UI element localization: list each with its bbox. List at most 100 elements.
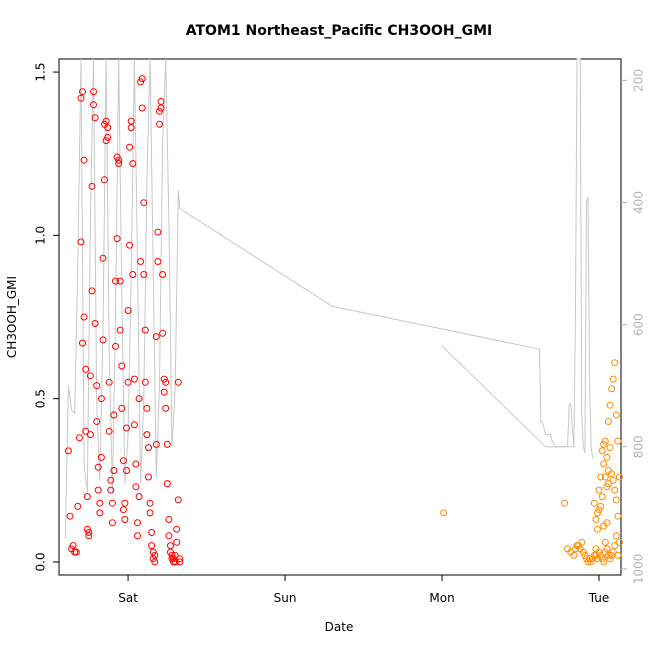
data-point — [603, 453, 611, 461]
data-point — [82, 365, 90, 373]
data-points-layer — [64, 75, 623, 566]
data-point — [141, 378, 149, 386]
data-point — [594, 525, 601, 533]
data-point — [604, 480, 612, 488]
data-point — [94, 486, 102, 494]
data-point — [587, 558, 595, 566]
data-point — [138, 104, 146, 112]
data-point — [146, 499, 154, 507]
data-point — [110, 467, 118, 474]
data-point — [94, 463, 102, 471]
data-point — [118, 404, 126, 412]
data-point — [612, 496, 620, 504]
data-point — [91, 114, 99, 122]
data-point — [159, 329, 167, 337]
data-point — [79, 88, 86, 96]
data-point — [77, 94, 85, 102]
data-point — [162, 378, 170, 386]
data-point — [130, 421, 138, 429]
data-point — [154, 228, 162, 236]
data-point — [82, 427, 90, 435]
data-point — [148, 542, 156, 550]
data-point — [86, 372, 94, 380]
data-point — [97, 453, 105, 461]
data-point — [123, 467, 130, 474]
y-axis-label: CH3OOH_GMI — [5, 276, 19, 358]
data-point — [138, 75, 146, 83]
data-point — [148, 529, 156, 536]
data-point — [603, 483, 611, 491]
y2-tick-label: 600 — [632, 313, 646, 336]
data-point — [594, 555, 601, 563]
data-point — [570, 551, 578, 559]
data-point — [99, 254, 107, 262]
x-tick-label: Mon — [429, 591, 454, 605]
data-point — [143, 404, 151, 412]
x-tick-label: Sun — [274, 591, 297, 605]
data-point — [79, 339, 86, 347]
data-point — [595, 506, 603, 514]
data-point — [615, 473, 623, 481]
data-point — [152, 333, 160, 341]
data-point — [601, 538, 609, 546]
data-point — [129, 160, 137, 167]
data-point — [124, 307, 132, 314]
data-point — [163, 480, 171, 488]
data-point — [174, 378, 182, 386]
data-point — [134, 519, 141, 527]
data-point — [162, 404, 170, 412]
data-point — [99, 336, 107, 344]
data-point — [119, 457, 127, 465]
data-point — [90, 101, 97, 109]
data-point — [594, 509, 601, 517]
data-point — [581, 551, 589, 559]
y-tick-label: 1.0 — [34, 226, 48, 245]
data-point — [173, 538, 181, 546]
data-point — [101, 176, 108, 184]
data-point — [145, 444, 152, 452]
data-point — [167, 548, 174, 556]
data-point — [176, 558, 184, 566]
data-point — [112, 342, 119, 350]
axes-layer: Sat Sun Mon Tue 0.0 0.5 1.0 1.5 200 400 600 800 1000 — [34, 63, 646, 605]
data-point — [603, 519, 611, 527]
data-point — [592, 551, 600, 559]
data-point — [77, 238, 85, 246]
y2-tick-label: 800 — [632, 435, 646, 458]
data-point — [97, 395, 105, 403]
data-point — [93, 382, 101, 390]
data-point — [90, 88, 97, 96]
data-point — [152, 440, 160, 448]
data-point — [157, 98, 165, 105]
data-point — [96, 509, 104, 517]
data-point — [69, 542, 77, 550]
data-point — [141, 326, 149, 334]
data-point — [597, 502, 605, 510]
data-point — [130, 375, 138, 383]
data-point — [157, 104, 165, 112]
data-point — [604, 467, 612, 474]
data-point — [171, 551, 179, 559]
y-tick-label: 0.5 — [34, 389, 48, 408]
data-point — [173, 525, 181, 533]
data-point — [118, 362, 126, 370]
y-tick-label: 1.5 — [34, 63, 48, 82]
data-point — [119, 506, 127, 514]
data-point — [176, 555, 184, 563]
data-point — [146, 509, 154, 517]
y-tick-label: 0.0 — [34, 552, 48, 571]
data-point — [160, 375, 168, 383]
y2-tick-label: 400 — [632, 191, 646, 214]
data-point — [615, 538, 623, 546]
data-point — [91, 320, 99, 327]
data-point — [561, 499, 568, 507]
data-point — [598, 555, 606, 563]
pressure-line — [64, 58, 594, 539]
data-point — [115, 160, 123, 167]
data-point — [93, 418, 101, 425]
data-point — [66, 512, 74, 520]
data-point — [83, 525, 91, 533]
data-point — [165, 516, 173, 523]
data-point — [115, 156, 123, 164]
